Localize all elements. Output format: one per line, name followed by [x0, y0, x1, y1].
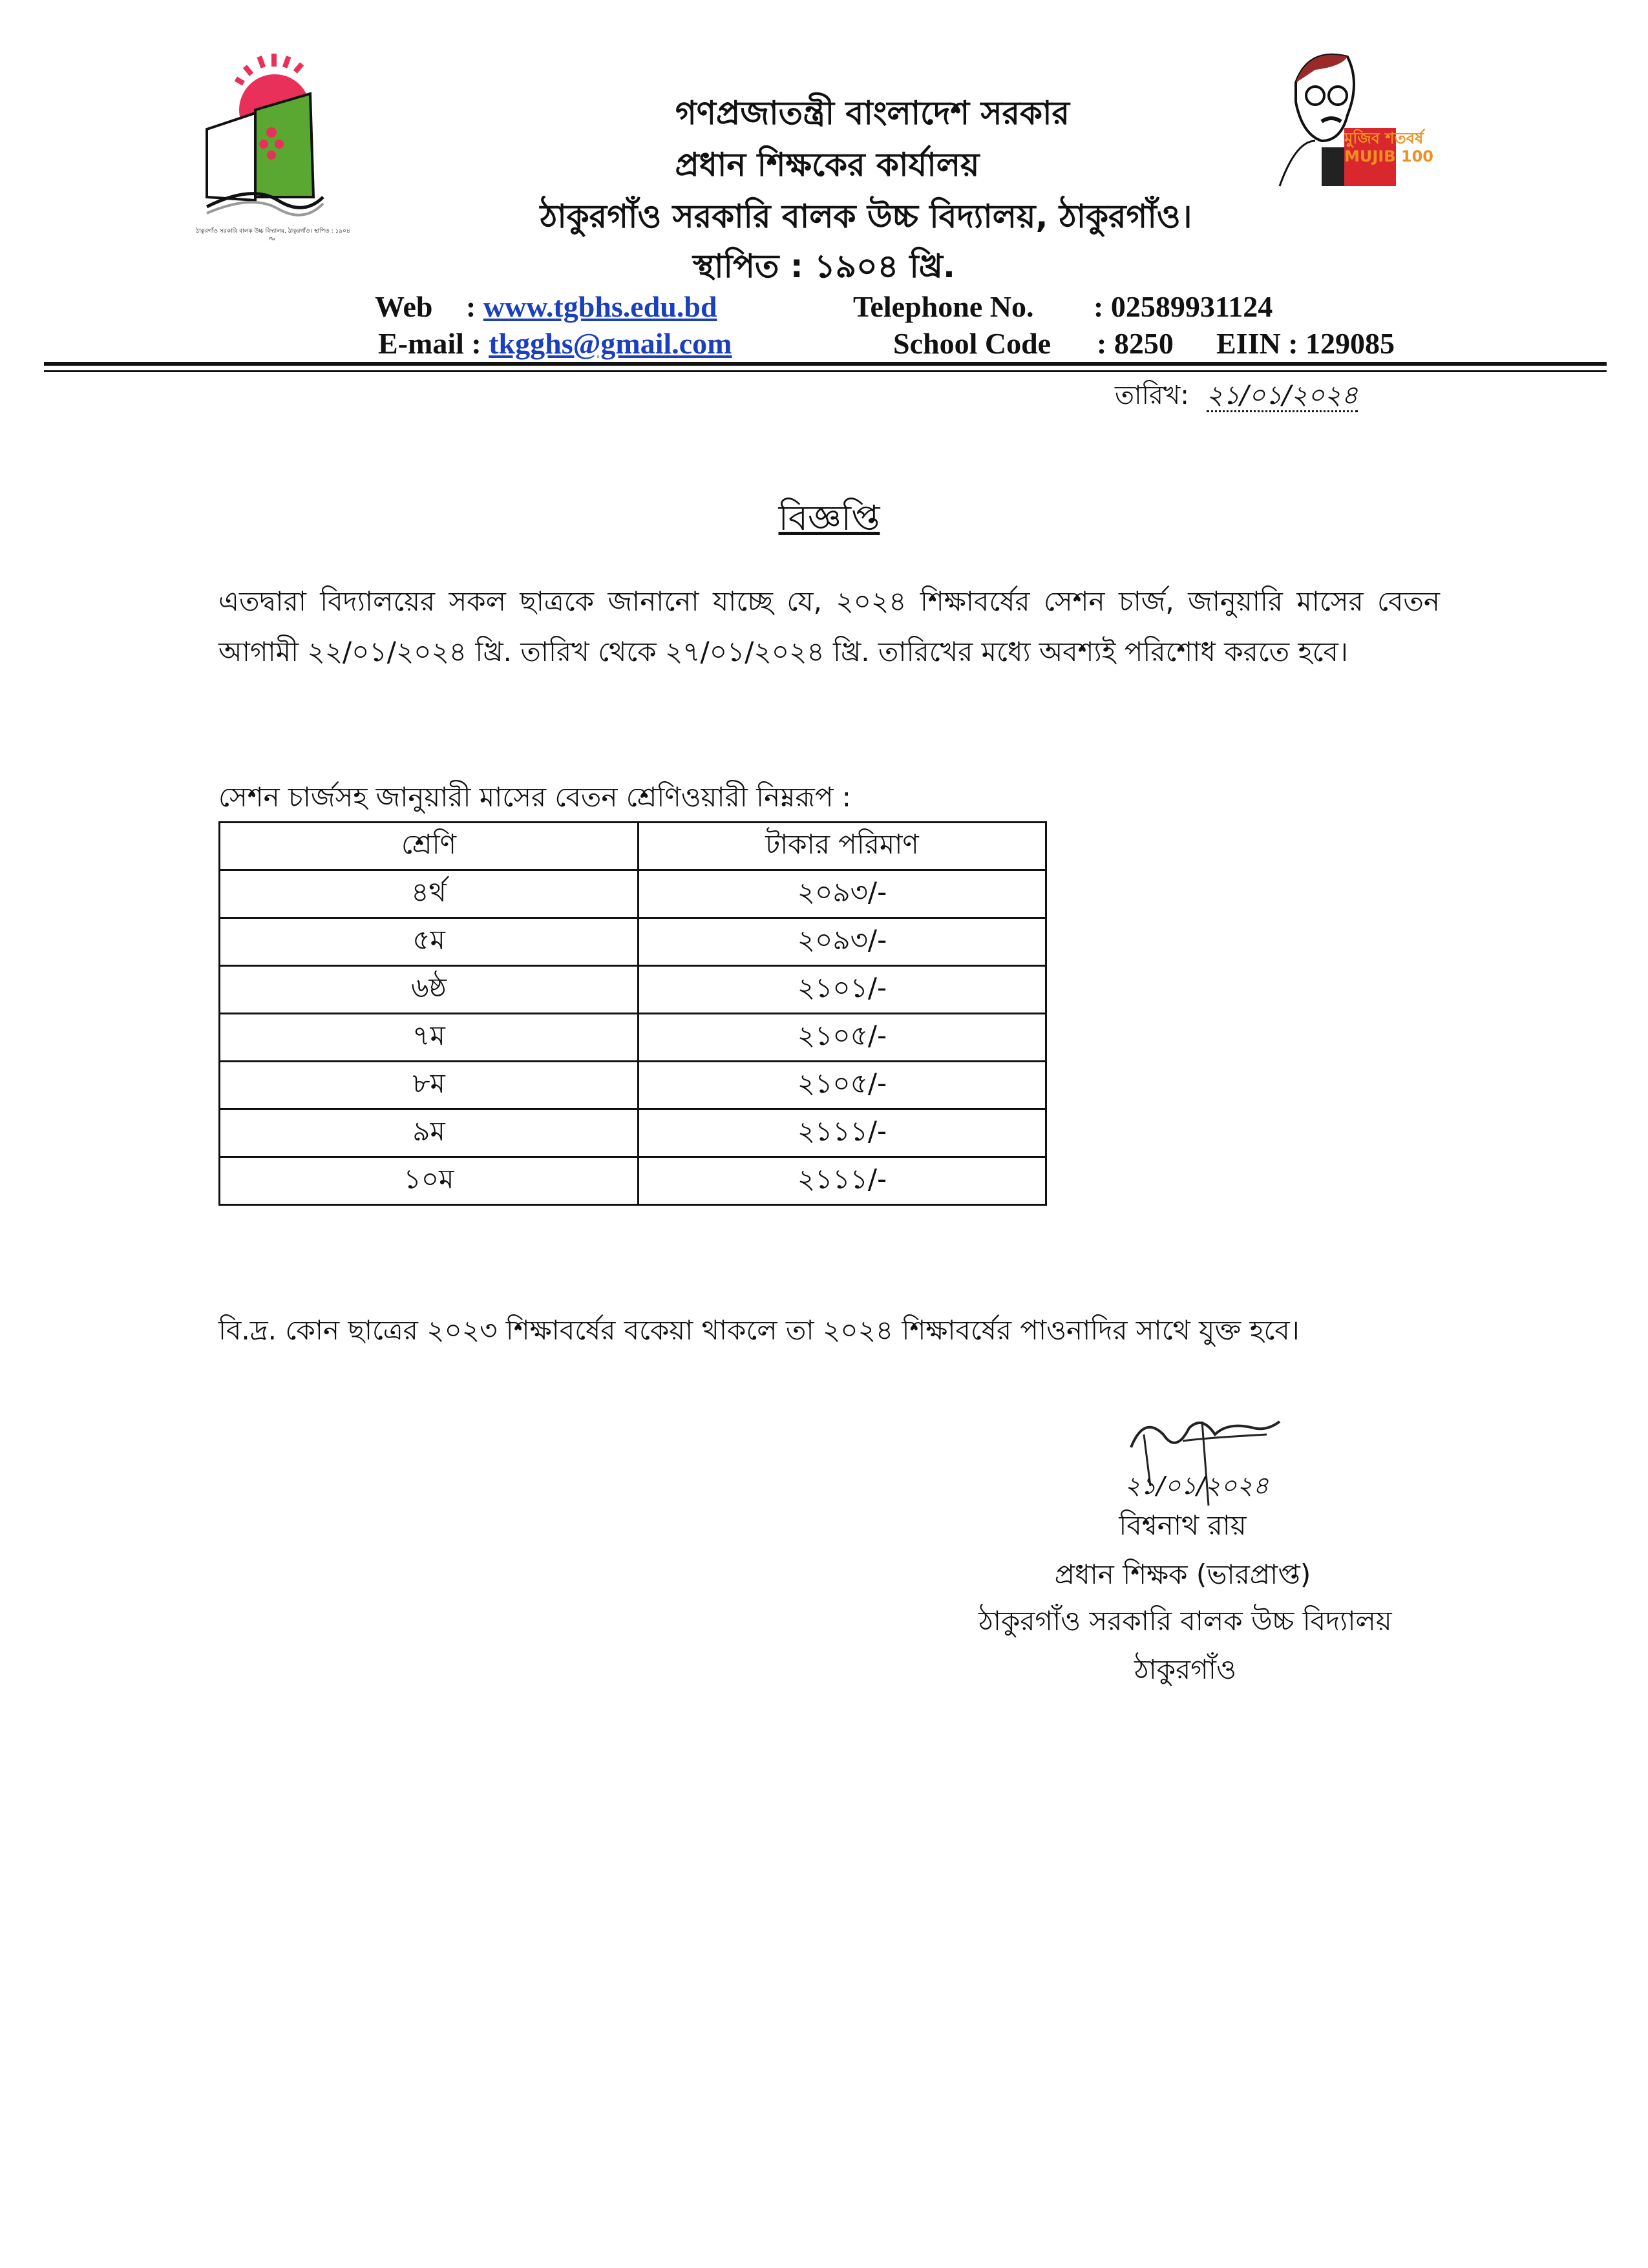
school-logo: ঠাকুরগাঁও সরকারি বালক উচ্চ বিদ্যালয়, ঠা… [194, 48, 352, 240]
school-code-value: : 8250 [1097, 327, 1174, 360]
mujib-100-logo: মুজিব শতবর্ষ MUJIB 100 [1276, 44, 1483, 189]
signatory-name: বিশ্বনাথ রায় [1119, 1509, 1247, 1541]
email-row: E-mail : tkgghs@gmail.com [378, 326, 732, 361]
amount-cell: ২১০১/- [637, 965, 1047, 1014]
class-cell: ৭ম [218, 1013, 639, 1062]
table-row: ৫ম ২০৯৩/- [218, 917, 1047, 967]
notice-paragraph: এতদ্বারা বিদ্যালয়ের সকল ছাত্রকে জানানো … [218, 585, 1440, 667]
signatory-town: ঠাকুরগাঁও [1134, 1654, 1236, 1685]
signatory-designation: প্রধান শিক্ষক (ভারপ্রাপ্ত) [1054, 1559, 1311, 1590]
web-separator: : [465, 290, 476, 323]
amount-cell: ২১০৫/- [637, 1060, 1047, 1110]
government-title: গণপ্রজাতন্ত্রী বাংলাদেশ সরকার [675, 94, 1070, 132]
mujib-portrait-icon [1278, 53, 1396, 187]
office-title: প্রধান শিক্ষকের কার্যালয় [675, 146, 980, 184]
date-value: ২১/০১/২০২৪ [1206, 381, 1358, 412]
footnote: বি.দ্র. কোন ছাত্রের ২০২৩ শিক্ষাবর্ষের বক… [218, 1314, 1300, 1346]
column-header-amount: টাকার পরিমাণ [637, 821, 1047, 871]
telephone-value: : 02589931124 [1093, 290, 1273, 323]
header-divider-thin [44, 370, 1607, 372]
table-row: ৪র্থ ২০৯৩/- [218, 869, 1047, 919]
established-line: স্থাপিত : ১৯০৪ খ্রি. [693, 247, 955, 285]
signatory-school: ঠাকুরগাঁও সরকারি বালক উচ্চ বিদ্যালয় [978, 1605, 1392, 1637]
school-code-label: School Code [893, 327, 1051, 360]
amount-cell: ২০৯৩/- [637, 869, 1047, 919]
amount-cell: ২১১১/- [637, 1108, 1047, 1158]
class-cell: ৫ম [218, 917, 639, 967]
web-label: Web [375, 290, 433, 323]
amount-cell: ২১১১/- [637, 1156, 1047, 1206]
table-row: ৮ম ২১০৫/- [218, 1060, 1047, 1110]
date-label: তারিখ: [1115, 381, 1189, 410]
email-label: E-mail : [378, 327, 481, 360]
amount-cell: ২১০৫/- [637, 1013, 1047, 1062]
class-cell: ৬ষ্ঠ [218, 965, 639, 1014]
class-cell: ৯ম [218, 1108, 639, 1158]
fee-table: শ্রেণি টাকার পরিমাণ ৪র্থ ২০৯৩/- ৫ম ২০৯৩/- … [218, 821, 1047, 1206]
email-link[interactable]: tkgghs@gmail.com [489, 327, 732, 360]
table-row: ১০ম ২১১১/- [218, 1156, 1047, 1206]
handwritten-signature: ২১/০১/২০২৪ [1105, 1409, 1351, 1506]
web-row: Web : www.tgbhs.edu.bd [375, 289, 717, 324]
class-cell: ৮ম [218, 1060, 639, 1110]
class-cell: ১০ম [218, 1156, 639, 1206]
table-row: ৭ম ২১০৫/- [218, 1013, 1047, 1062]
signature-date: ২১/০১/২০২৪ [1125, 1471, 1269, 1500]
header-divider [44, 362, 1607, 366]
mujib-100-logo-text: মুজিব শতবর্ষ MUJIB 100 [1344, 129, 1433, 165]
signature-icon [1130, 1420, 1281, 1506]
column-header-class: শ্রেণি [218, 821, 639, 871]
table-header-row: শ্রেণি টাকার পরিমাণ [218, 821, 1047, 871]
notice-title: বিজ্ঞপ্তি [778, 498, 880, 538]
school-logo-icon [206, 54, 324, 216]
amount-cell: ২০৯৩/- [637, 917, 1047, 967]
date-row: তারিখ: ২১/০১/২০২৪ [1115, 375, 1358, 418]
table-caption: সেশন চার্জসহ জানুয়ারী মাসের বেতন শ্রেণি… [218, 781, 851, 813]
telephone-label: Telephone No. [853, 290, 1034, 323]
web-link[interactable]: www.tgbhs.edu.bd [483, 290, 717, 323]
table-row: ৬ষ্ঠ ২১০১/- [218, 965, 1047, 1014]
class-cell: ৪র্থ [218, 869, 639, 919]
school-logo-caption: ঠাকুরগাঁও সরকারি বালক উচ্চ বিদ্যালয়, ঠা… [196, 228, 350, 240]
eiin: EIIN : 129085 [1216, 327, 1395, 360]
table-row: ৯ম ২১১১/- [218, 1108, 1047, 1158]
school-title: ঠাকুরগাঁও সরকারি বালক উচ্চ বিদ্যালয়, ঠা… [540, 198, 1192, 235]
